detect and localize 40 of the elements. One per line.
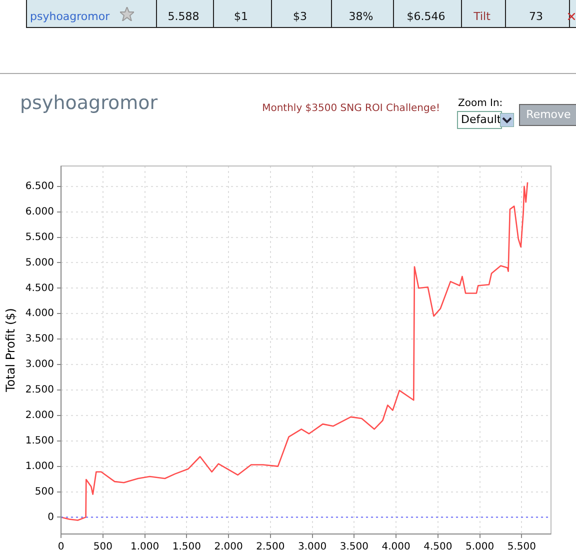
x-tick-label: 1.000 <box>130 542 160 553</box>
x-tick-label: 1.500 <box>172 542 201 553</box>
text: Default <box>457 111 502 129</box>
y-tick-label: 2.000 <box>25 410 54 421</box>
text: 73 <box>528 10 544 23</box>
y-tick-label: 5.000 <box>25 257 54 268</box>
y-tick-label: 5.500 <box>25 232 54 243</box>
text: Tilt <box>472 10 492 23</box>
x-tick-label: 3.000 <box>298 542 327 553</box>
x-tick-label: 5.000 <box>465 542 494 553</box>
y-tick-label: 500 <box>34 486 54 498</box>
y-tick-label: 2.500 <box>25 384 54 396</box>
x-tick-label: 4.500 <box>424 542 452 553</box>
y-tick-label: 3.000 <box>25 359 54 370</box>
x-tick-label: 2.500 <box>256 542 285 553</box>
y-tick-label: 1.000 <box>25 460 54 472</box>
text: Monthly $3500 SNG ROI Challenge! <box>261 102 440 116</box>
text: 5.588 <box>166 10 200 23</box>
y-tick-label: 1.500 <box>25 435 54 446</box>
x-tick-label: 0 <box>58 542 64 553</box>
text: $3 <box>292 10 308 23</box>
y-tick-label: 4.000 <box>25 308 54 320</box>
chart-title: psyhoagromor <box>20 92 158 114</box>
text: 38% <box>348 10 374 23</box>
x-tick-label: 2.000 <box>214 542 243 553</box>
y-axis-title: Total Profit ($) <box>3 308 18 393</box>
y-tick-label: 0 <box>48 512 54 523</box>
y-tick-label: 4.500 <box>25 282 54 294</box>
x-tick-label: 3.500 <box>340 542 368 553</box>
y-tick-label: 3.500 <box>25 334 54 345</box>
y-tick-label: 6.000 <box>25 206 54 218</box>
text: $1 <box>233 10 249 23</box>
x-tick-label: 5.500 <box>507 542 536 553</box>
text: Zoom In: <box>458 98 503 109</box>
y-tick-label: 6.500 <box>25 180 54 192</box>
text: psyhoagromor <box>30 10 110 23</box>
x-tick-label: 4.000 <box>382 542 410 553</box>
text: Remove <box>519 104 576 126</box>
x-tick-label: 500 <box>93 542 112 553</box>
text: $6.546 <box>406 10 446 23</box>
